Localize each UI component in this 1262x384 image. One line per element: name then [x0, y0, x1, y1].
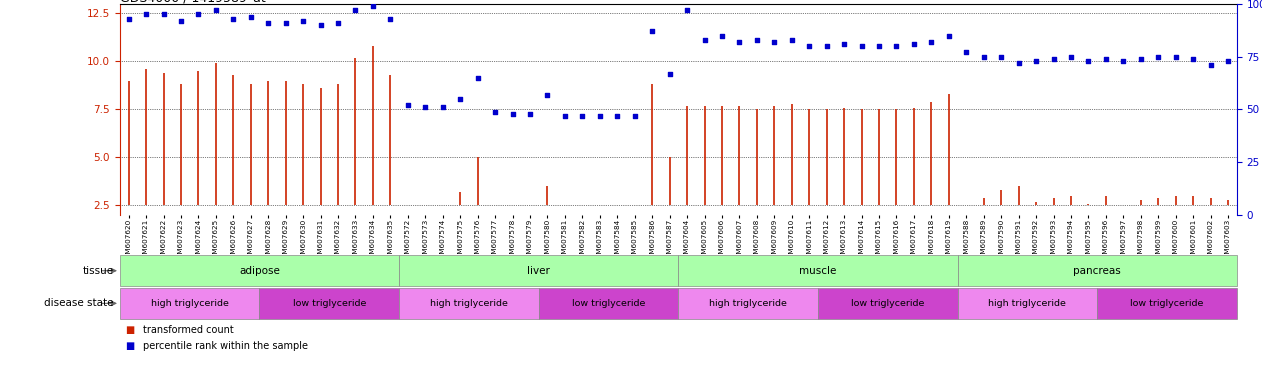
Text: low triglyceride: low triglyceride	[851, 299, 925, 308]
Bar	[120, 255, 399, 286]
Point	[1218, 58, 1238, 64]
Point	[363, 3, 384, 9]
Text: transformed count: transformed count	[143, 325, 233, 335]
Point	[119, 16, 139, 22]
Point	[1113, 58, 1133, 64]
Point	[1044, 56, 1064, 62]
Bar	[679, 288, 818, 319]
Text: high triglyceride: high triglyceride	[150, 299, 228, 308]
Point	[154, 11, 174, 17]
Point	[328, 20, 348, 26]
Point	[886, 43, 906, 49]
Point	[607, 113, 627, 119]
Text: adipose: adipose	[239, 266, 280, 276]
Point	[1166, 53, 1186, 60]
Text: low triglyceride: low triglyceride	[293, 299, 366, 308]
Point	[1008, 60, 1029, 66]
Point	[852, 43, 872, 49]
Bar	[260, 288, 399, 319]
Point	[973, 53, 993, 60]
Point	[467, 74, 487, 81]
Bar	[958, 288, 1097, 319]
Text: pancreas: pancreas	[1073, 266, 1121, 276]
Point	[310, 22, 331, 28]
Point	[712, 33, 732, 39]
Point	[188, 11, 208, 17]
Point	[765, 39, 785, 45]
Point	[433, 104, 453, 111]
Point	[572, 113, 592, 119]
Text: high triglyceride: high triglyceride	[430, 299, 507, 308]
Point	[538, 92, 558, 98]
Bar	[539, 288, 679, 319]
Bar	[399, 255, 679, 286]
Point	[729, 39, 750, 45]
Point	[293, 18, 313, 24]
Bar	[679, 255, 958, 286]
Bar	[399, 288, 539, 319]
Point	[660, 71, 680, 77]
Bar	[1097, 288, 1237, 319]
Point	[259, 20, 279, 26]
Point	[642, 28, 663, 35]
Text: high triglyceride: high triglyceride	[988, 299, 1066, 308]
Point	[747, 37, 767, 43]
Text: high triglyceride: high triglyceride	[709, 299, 787, 308]
Point	[1061, 53, 1082, 60]
Point	[939, 33, 959, 39]
Point	[346, 7, 366, 13]
Point	[170, 18, 191, 24]
Point	[485, 109, 505, 115]
Text: ■: ■	[126, 341, 139, 351]
Point	[1131, 56, 1151, 62]
Point	[206, 7, 226, 13]
Text: liver: liver	[528, 266, 550, 276]
Point	[275, 20, 295, 26]
Point	[1148, 53, 1169, 60]
Text: percentile rank within the sample: percentile rank within the sample	[143, 341, 308, 351]
Point	[398, 102, 418, 108]
Point	[957, 50, 977, 56]
Point	[921, 39, 941, 45]
Point	[904, 41, 924, 47]
Text: tissue: tissue	[82, 266, 114, 276]
Point	[415, 104, 435, 111]
Point	[589, 113, 610, 119]
Point	[870, 43, 890, 49]
Point	[380, 16, 400, 22]
Text: low triglyceride: low triglyceride	[1131, 299, 1204, 308]
Point	[625, 113, 645, 119]
Point	[1182, 56, 1203, 62]
Point	[1078, 58, 1098, 64]
Point	[1200, 62, 1220, 68]
Point	[502, 111, 522, 117]
Point	[817, 43, 837, 49]
Bar	[120, 288, 260, 319]
Point	[834, 41, 854, 47]
Point	[451, 96, 471, 102]
Text: muscle: muscle	[799, 266, 837, 276]
Point	[555, 113, 575, 119]
Point	[241, 13, 261, 20]
Text: disease state: disease state	[44, 298, 114, 308]
Point	[1095, 56, 1116, 62]
Point	[781, 37, 801, 43]
Point	[676, 7, 697, 13]
Text: GDS4000 / 1419589_at: GDS4000 / 1419589_at	[120, 0, 265, 4]
Bar	[818, 288, 958, 319]
Point	[694, 37, 714, 43]
Point	[1026, 58, 1046, 64]
Text: ■: ■	[126, 325, 139, 335]
Point	[991, 53, 1011, 60]
Text: low triglyceride: low triglyceride	[572, 299, 645, 308]
Bar	[958, 255, 1237, 286]
Point	[223, 16, 244, 22]
Point	[799, 43, 819, 49]
Point	[136, 11, 156, 17]
Point	[520, 111, 540, 117]
